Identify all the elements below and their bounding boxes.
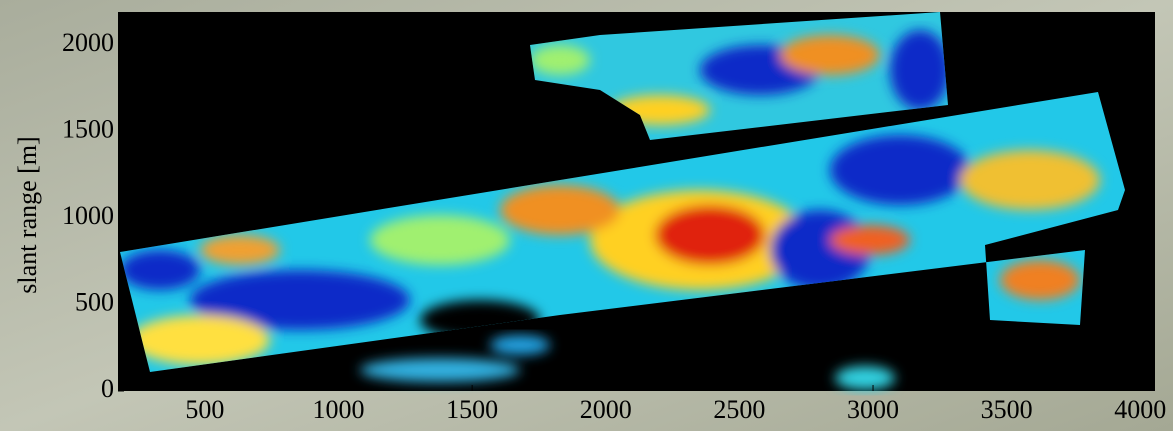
y-tick-label: 500 [75,287,114,316]
x-tick-label: 1500 [446,395,498,424]
y-tick-label: 1000 [62,201,114,230]
x-tick-label: 2500 [713,395,765,424]
x-tick-label: 500 [185,395,224,424]
x-tick-label: 1000 [312,395,364,424]
x-tick-label: 3500 [981,395,1033,424]
y-tick-label: 0 [101,374,114,403]
x-tick-label: 4000 [1114,395,1166,424]
chart: slant range [m] 0 500 1000 1500 2000 500 1000 1… [0,0,1173,431]
x-tick-label: 2000 [580,395,632,424]
y-tick-label: 1500 [62,114,114,143]
y-axis-label: slant range [m] [13,136,42,293]
y-tick-label: 2000 [62,28,114,57]
x-tick-label: 3000 [847,395,899,424]
